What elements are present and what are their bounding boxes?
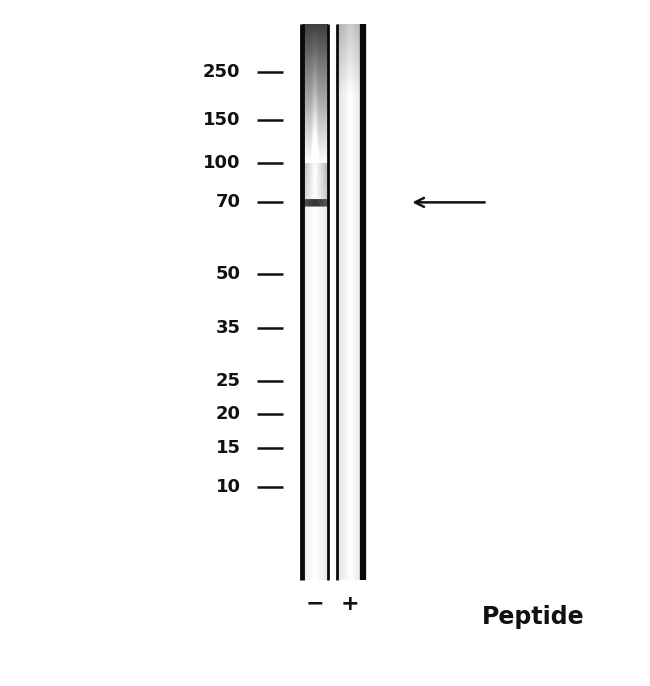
- Text: −: −: [306, 593, 324, 614]
- Text: 15: 15: [216, 439, 240, 457]
- Text: 250: 250: [203, 63, 240, 81]
- Text: 50: 50: [216, 265, 240, 283]
- Text: 35: 35: [216, 319, 240, 337]
- Text: 150: 150: [203, 111, 240, 129]
- Text: 25: 25: [216, 372, 240, 390]
- Text: 100: 100: [203, 154, 240, 172]
- Text: 10: 10: [216, 478, 240, 496]
- Text: Peptide: Peptide: [482, 606, 584, 629]
- Text: 70: 70: [216, 193, 240, 211]
- Text: 20: 20: [216, 405, 240, 423]
- Text: +: +: [341, 593, 359, 614]
